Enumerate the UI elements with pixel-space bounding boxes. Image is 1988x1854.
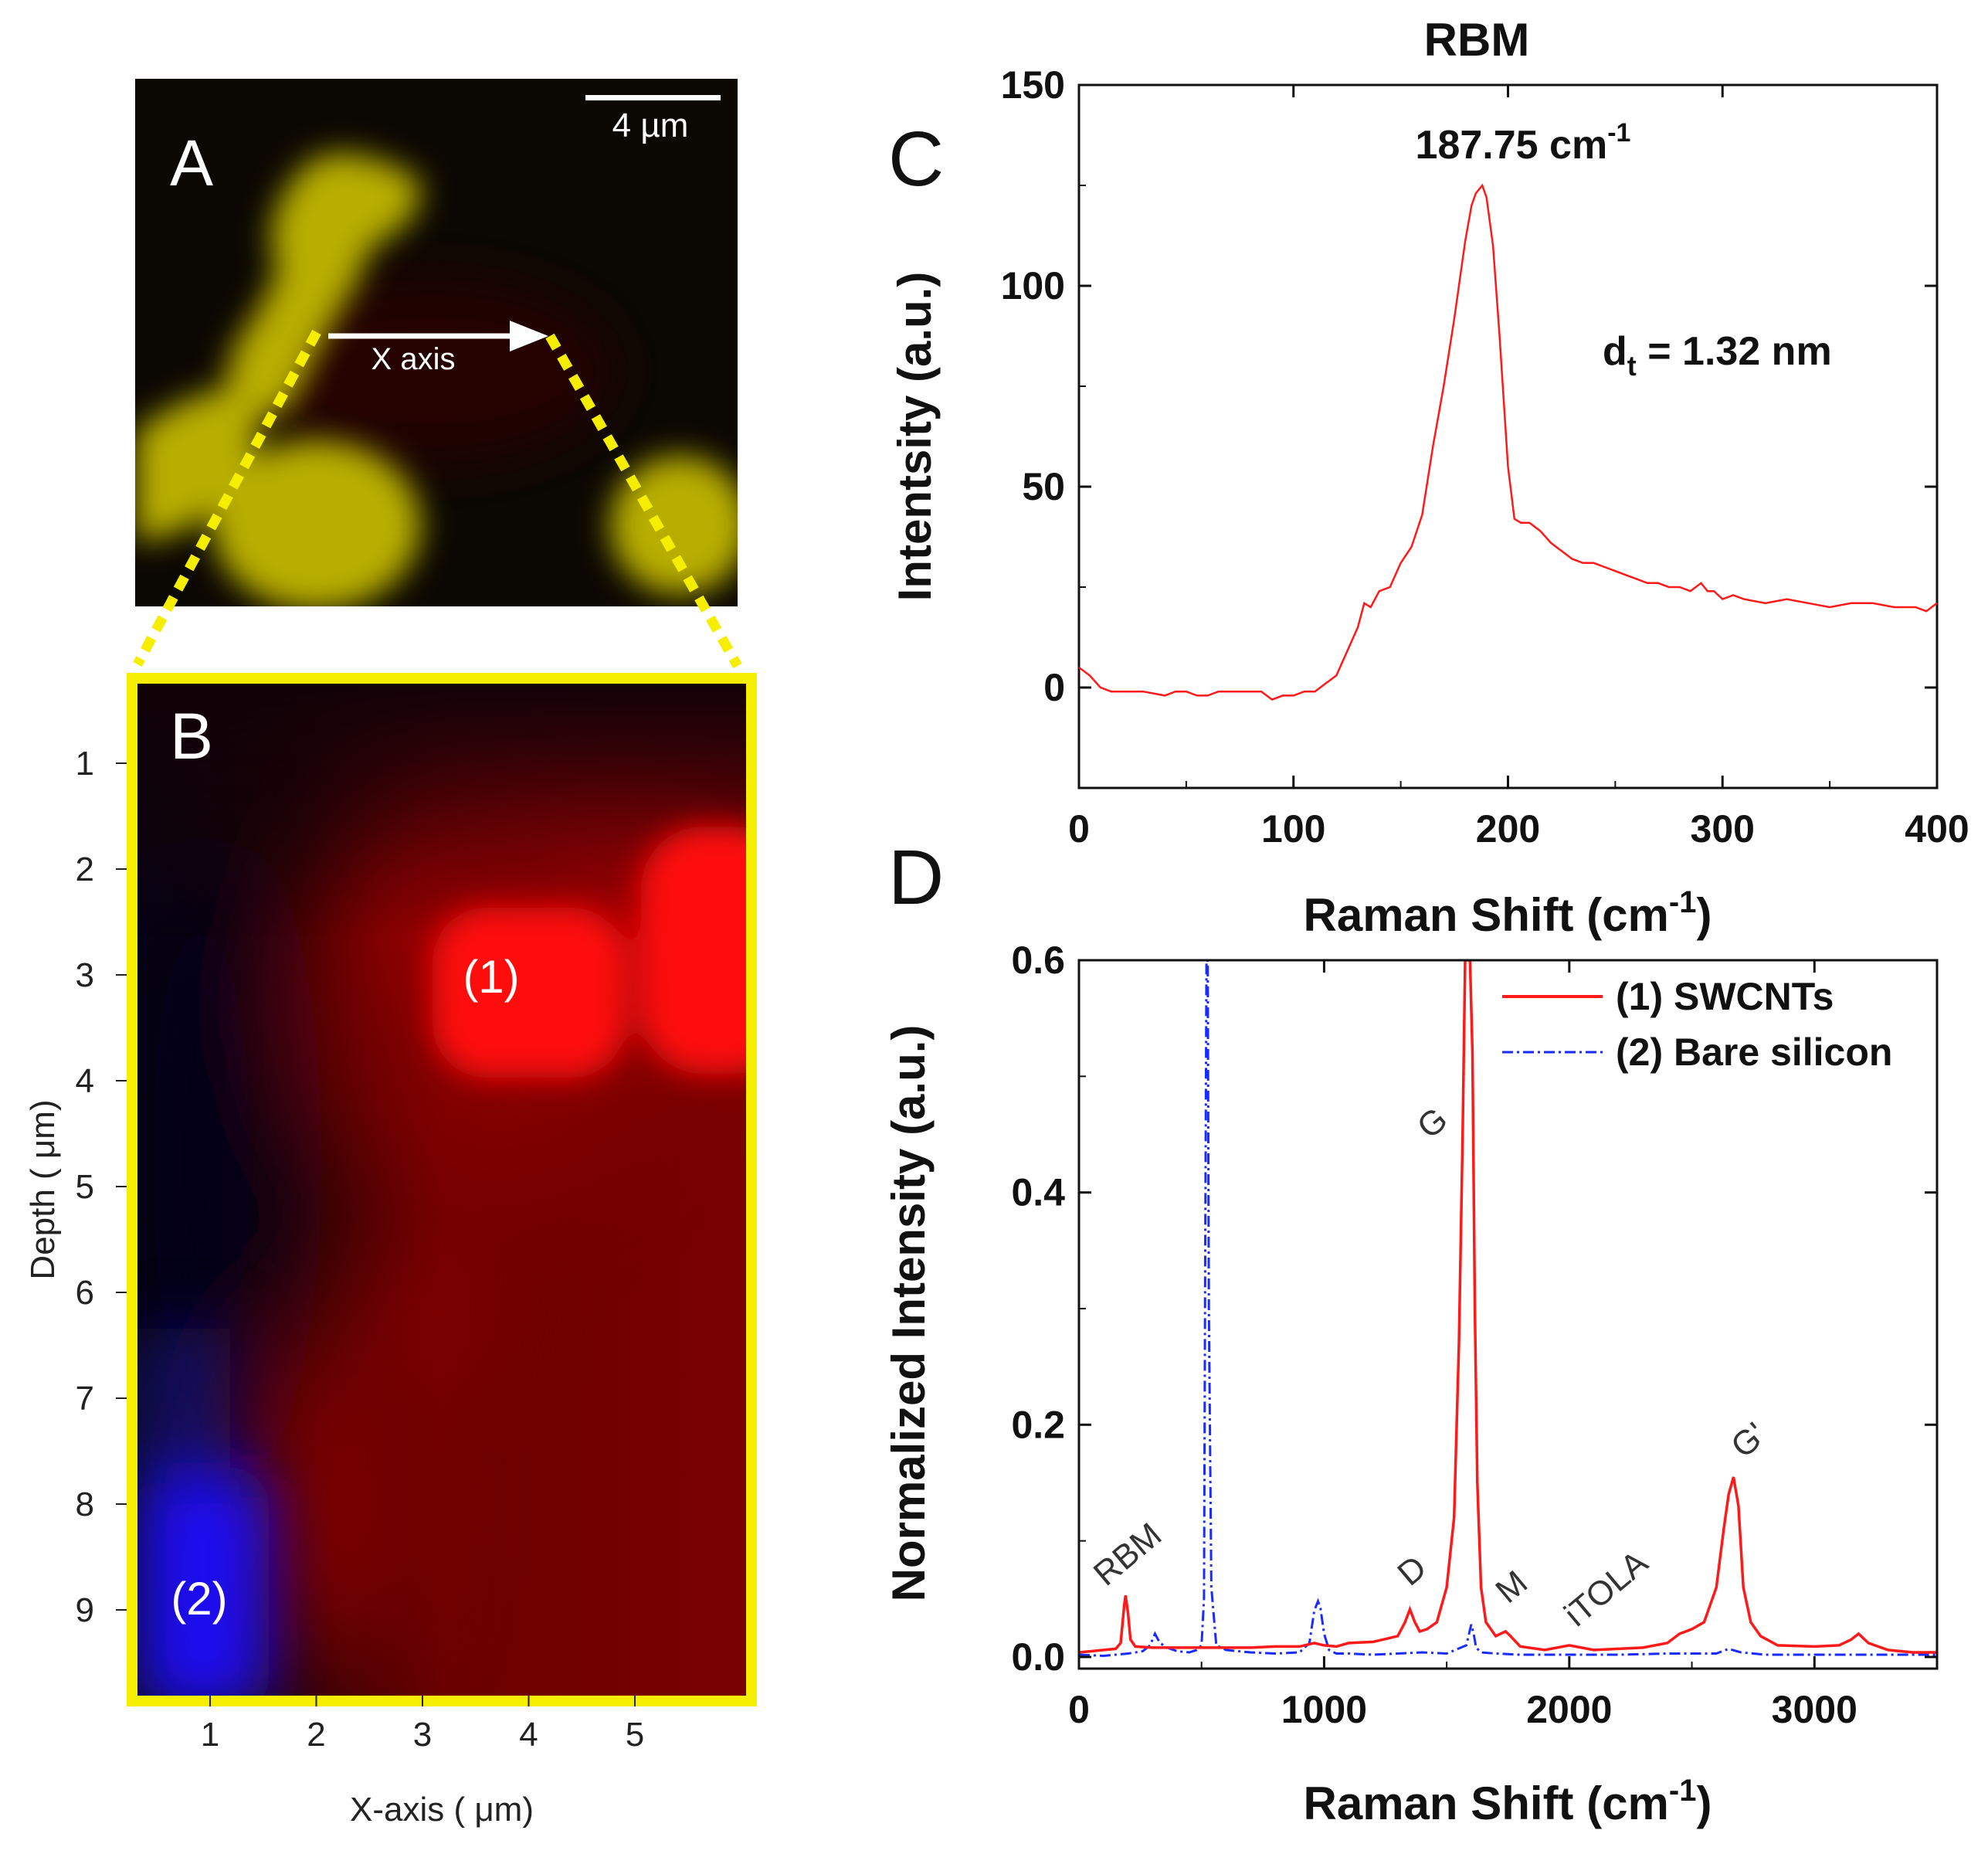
peak-label: G: [1410, 1100, 1455, 1146]
panel-b-x-ticks: 1 2 3 4 5: [201, 1696, 644, 1754]
legend-label-swcnts: (1) SWCNTs: [1616, 975, 1834, 1018]
chart-c-frame: [1077, 83, 1939, 789]
chart-c-series-rbm: [1078, 183, 1938, 701]
x-tick-label: 100: [1261, 807, 1325, 851]
y-tick-label: 0.6: [1011, 939, 1065, 982]
zoom-connector-lines: [133, 329, 742, 669]
chart-c-ticks: 0 100 200 300 400 0 50 100 150: [1001, 63, 1969, 851]
chart-d-x-label: Raman Shift (cm-1): [1304, 1774, 1712, 1829]
panel-b-letter: B: [170, 700, 213, 772]
chart-d-peak-labels: RBM D G M iTOLA G': [1087, 1100, 1773, 1634]
y-tick-label: 50: [1022, 465, 1065, 508]
peak-label: iTOLA: [1557, 1543, 1655, 1634]
chart-d-y-label: Normalized Intensity (a.u.): [883, 1025, 935, 1602]
panel-b-map: B (1) (2) 1 2 3 4 5 1 2 3 4 5 6 7 8 9 X-axis ( μm) D…: [24, 673, 757, 1829]
x-tick-label: 3000: [1772, 1688, 1857, 1731]
panel-b-y-tick-label: 9: [76, 1591, 94, 1629]
panel-c-letter: C: [888, 116, 944, 202]
x-tick-label: 2000: [1526, 1688, 1612, 1731]
panel-b-x-tick-label: 2: [307, 1716, 325, 1754]
panel-b-y-label: Depth ( μm): [24, 1099, 62, 1279]
chart-d-series-swcnts: [1079, 960, 1937, 1654]
panel-b-x-tick-label: 3: [413, 1716, 432, 1754]
x-tick-label: 0: [1068, 1688, 1090, 1731]
panel-b-y-tick-label: 8: [76, 1486, 94, 1523]
peak-label: D: [1390, 1548, 1433, 1593]
scale-bar-label: 4 µm: [612, 107, 689, 144]
panel-b-y-tick-label: 6: [76, 1274, 94, 1312]
legend-label-silicon: (2) Bare silicon: [1616, 1031, 1892, 1074]
panel-b-x-label: X-axis ( μm): [350, 1791, 534, 1829]
peak-label: G': [1724, 1415, 1773, 1465]
panel-b-y-tick-label: 3: [76, 956, 94, 994]
y-tick-label: 0.2: [1011, 1403, 1065, 1446]
y-tick-label: 0: [1043, 666, 1065, 709]
chart-d-ticks: 0 1000 2000 3000 0.0 0.2 0.4 0.6: [1011, 939, 1937, 1731]
chart-c-peak-label: 187.75 cm-1: [1416, 118, 1631, 168]
scale-bar: [585, 95, 721, 100]
x-axis-arrow-label: X axis: [371, 342, 456, 376]
x-tick-label: 0: [1068, 807, 1090, 851]
chart-c-y-label: Intentsity (a.u.): [889, 272, 941, 602]
x-tick-label: 300: [1691, 807, 1755, 851]
x-axis-arrow-head: [510, 321, 548, 351]
peak-label: RBM: [1087, 1516, 1169, 1593]
panel-b-x-tick-label: 1: [201, 1716, 219, 1754]
panel-b-y-tick-label: 4: [76, 1062, 94, 1100]
panel-b-y-tick-label: 1: [76, 745, 94, 783]
chart-d-frame: [1077, 959, 1939, 1670]
x-tick-label: 400: [1905, 807, 1969, 851]
y-tick-label: 0.0: [1011, 1635, 1065, 1679]
chart-d-legend: (1) SWCNTs (2) Bare silicon: [1502, 975, 1892, 1074]
panel-b-y-tick-label: 2: [76, 851, 94, 888]
panel-b-x-tick-label: 4: [519, 1716, 538, 1754]
region-2-label: (2): [171, 1573, 227, 1625]
chart-c-title: RBM: [1424, 14, 1530, 66]
chart-c-diameter-label: dt = 1.32 nm: [1603, 329, 1832, 382]
panel-a-image: 4 µm X axis A: [135, 79, 738, 606]
y-tick-label: 0.4: [1011, 1171, 1065, 1214]
panel-b-y-ticks: 1 2 3 4 5 6 7 8 9: [76, 745, 127, 1629]
x-tick-label: 1000: [1281, 1688, 1367, 1731]
y-tick-label: 100: [1001, 264, 1065, 307]
panel-d-letter: D: [888, 834, 944, 921]
panel-a-letter: A: [170, 127, 213, 199]
panel-d-chart: D 0 1000 2000 3000 0.0 0.2 0.4 0.6 RBM D G M iTOLA G…: [883, 834, 1939, 1829]
peak-label: M: [1488, 1564, 1535, 1611]
y-tick-label: 150: [1001, 63, 1065, 107]
panel-b-y-tick-label: 7: [76, 1380, 94, 1418]
chart-d-series-silicon: [1079, 960, 1937, 1658]
panel-b-y-tick-label: 5: [76, 1168, 94, 1206]
panel-c-chart: RBM C 0 100 200 300 400 0 50 100 150 187.75 cm-1…: [888, 14, 1969, 941]
x-tick-label: 200: [1476, 807, 1540, 851]
region-1-label: (1): [463, 951, 519, 1003]
panel-b-x-tick-label: 5: [626, 1716, 644, 1754]
chart-c-x-label: Raman Shift (cm-1): [1304, 885, 1712, 941]
